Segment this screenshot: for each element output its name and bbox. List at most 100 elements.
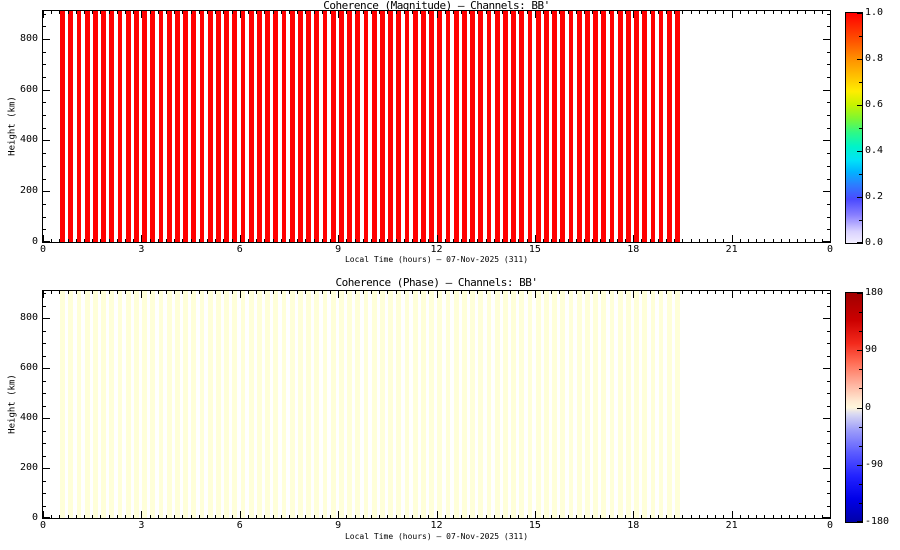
x-tick-mark: [715, 515, 716, 518]
colorbar-tick-mark: [857, 350, 862, 351]
coherence-record-stripe: [84, 11, 90, 242]
x-tick-mark: [510, 515, 511, 518]
x-tick-mark: [609, 11, 610, 14]
y-tick-mark: [827, 331, 830, 332]
x-tick-mark: [486, 239, 487, 242]
coherence-record-stripe: [675, 11, 680, 242]
x-tick-mark: [404, 239, 405, 242]
magnitude-y-axis-label: Height (km): [7, 96, 18, 156]
x-tick-mark: [773, 291, 774, 294]
colorbar-tick-label: 180: [865, 287, 884, 298]
x-tick-mark: [568, 239, 569, 242]
x-tick-mark: [223, 291, 224, 294]
coherence-record-stripe: [519, 11, 525, 242]
coherence-record-stripe: [388, 291, 393, 518]
x-tick-mark: [305, 11, 306, 14]
coherence-record-stripe: [478, 291, 484, 518]
x-tick-mark: [182, 239, 183, 242]
coherence-record-stripe: [445, 291, 451, 518]
x-tick-mark: [609, 291, 610, 294]
x-tick-mark: [781, 515, 782, 518]
x-tick-mark: [732, 291, 733, 298]
x-tick-mark: [756, 291, 757, 294]
x-tick-mark: [215, 239, 216, 242]
x-tick-mark: [641, 239, 642, 242]
x-tick-mark: [748, 239, 749, 242]
x-tick-mark: [322, 239, 323, 242]
x-tick-label: 0: [826, 244, 834, 255]
y-tick-mark: [43, 331, 46, 332]
coherence-record-stripe: [166, 291, 172, 518]
y-tick-mark: [827, 293, 830, 294]
x-tick-mark: [281, 239, 282, 242]
coherence-record-stripe: [388, 11, 393, 242]
x-tick-label: 21: [725, 244, 738, 255]
x-tick-mark: [51, 291, 52, 294]
x-tick-mark: [355, 515, 356, 518]
x-tick-mark: [568, 291, 569, 294]
x-tick-mark: [109, 515, 110, 518]
coherence-record-stripe: [421, 291, 426, 518]
coherence-record-stripe: [535, 291, 541, 518]
x-tick-mark: [740, 239, 741, 242]
x-tick-mark: [543, 291, 544, 294]
x-tick-mark: [68, 515, 69, 518]
x-tick-mark: [682, 291, 683, 294]
x-tick-mark: [305, 291, 306, 294]
x-tick-mark: [797, 515, 798, 518]
x-tick-mark: [707, 11, 708, 14]
x-tick-mark: [461, 291, 462, 294]
x-tick-mark: [404, 11, 405, 14]
x-tick-mark: [420, 239, 421, 242]
x-tick-mark: [805, 291, 806, 294]
y-tick-mark: [823, 140, 830, 141]
coherence-record-stripe: [207, 291, 213, 518]
x-tick-mark: [314, 291, 315, 294]
x-tick-mark: [682, 239, 683, 242]
x-tick-mark: [59, 515, 60, 518]
x-tick-mark: [297, 515, 298, 518]
x-tick-mark: [617, 515, 618, 518]
coherence-record-stripe: [289, 11, 295, 242]
y-tick-label: 600: [19, 362, 38, 374]
x-tick-mark: [76, 239, 77, 242]
x-tick-mark: [740, 11, 741, 14]
y-tick-mark: [823, 191, 830, 192]
x-tick-mark: [543, 11, 544, 14]
coherence-record-stripe: [158, 11, 164, 242]
coherence-record-stripe: [609, 291, 615, 518]
x-tick-mark: [150, 11, 151, 14]
coherence-record-stripe: [150, 291, 156, 518]
x-tick-mark: [338, 291, 339, 298]
y-tick-mark: [827, 26, 830, 27]
x-tick-mark: [494, 11, 495, 14]
x-tick-mark: [248, 239, 249, 242]
x-tick-mark: [543, 239, 544, 242]
x-tick-mark: [707, 515, 708, 518]
x-tick-mark: [273, 11, 274, 14]
colorbar-tick-label: -90: [865, 458, 884, 470]
y-tick-mark: [43, 204, 46, 205]
y-tick-mark: [43, 14, 46, 15]
x-tick-mark: [469, 291, 470, 294]
coherence-record-stripe: [224, 291, 229, 518]
x-tick-mark: [182, 11, 183, 14]
x-tick-mark: [764, 11, 765, 14]
y-tick-mark: [827, 406, 830, 407]
y-tick-mark: [43, 217, 46, 218]
coherence-record-stripe: [330, 11, 336, 242]
coherence-record-stripe: [380, 11, 385, 242]
x-tick-mark: [150, 239, 151, 242]
colorbar-tick-mark: [859, 427, 862, 428]
coherence-record-stripe: [478, 11, 484, 242]
x-tick-mark: [715, 291, 716, 294]
x-tick-mark: [756, 239, 757, 242]
x-tick-mark: [477, 291, 478, 294]
x-tick-mark: [59, 11, 60, 14]
x-tick-mark: [248, 11, 249, 14]
colorbar-gradient: [846, 13, 862, 243]
x-tick-mark: [330, 11, 331, 14]
coherence-record-stripe: [494, 291, 500, 518]
x-tick-mark: [133, 291, 134, 294]
